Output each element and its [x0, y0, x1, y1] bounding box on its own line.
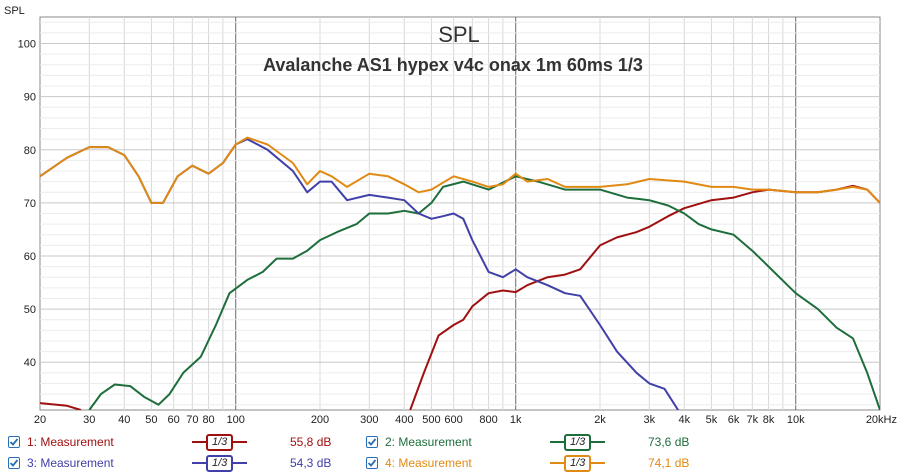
y-axis-label: SPL	[4, 5, 25, 17]
x-tick-label: 400	[395, 414, 413, 426]
x-tick-label: 8k	[763, 414, 775, 426]
x-tick-label: 600	[444, 414, 462, 426]
smoothing-label: 1/3	[564, 433, 592, 451]
legend-checkbox[interactable]	[366, 457, 378, 469]
chart-axes: 40 50 60 70 80 90 100 20 30 40 50 60 70 80 100 200 300 40…	[18, 39, 897, 426]
series-line-3	[88, 175, 880, 410]
legend-label[interactable]: 3: Measurement	[27, 456, 114, 470]
legend-label[interactable]: 4: Measurement	[385, 456, 472, 470]
x-tick-label: 20kHz	[866, 414, 897, 426]
series-line-1	[40, 402, 82, 410]
legend-value: 54,3 dB	[290, 456, 332, 470]
legend-checkbox[interactable]	[8, 436, 20, 448]
x-tick-label: 80	[202, 414, 214, 426]
chart-grid	[39, 16, 881, 411]
x-tick-label: 5k	[706, 414, 718, 426]
legend-label[interactable]: 2: Measurement	[385, 435, 472, 449]
legend-checkbox[interactable]	[8, 457, 20, 469]
x-tick-label: 10k	[787, 414, 805, 426]
x-tick-label: 70	[186, 414, 198, 426]
x-tick-label: 1k	[510, 414, 522, 426]
x-tick-label: 500	[422, 414, 440, 426]
x-tick-label: 200	[311, 414, 329, 426]
chart-subtitle: Avalanche AS1 hypex v4c onax 1m 60ms 1/3	[263, 55, 643, 75]
x-tick-label: 2k	[594, 414, 606, 426]
y-tick-label: 60	[24, 251, 36, 263]
checkmark-icon	[366, 457, 378, 469]
chart-title: SPL	[438, 22, 480, 47]
x-tick-label: 100	[227, 414, 245, 426]
series-line-5	[40, 136, 880, 204]
legend-value: 73,6 dB	[648, 435, 690, 449]
smoothing-control[interactable]: 1/3	[192, 454, 248, 472]
x-tick-label: 6k	[728, 414, 740, 426]
x-tick-label: 40	[118, 414, 130, 426]
y-tick-label: 50	[24, 304, 36, 316]
x-tick-label: 7k	[747, 414, 759, 426]
y-tick-label: 80	[24, 145, 36, 157]
checkmark-icon	[8, 457, 20, 469]
x-tick-label: 50	[145, 414, 157, 426]
x-tick-label: 30	[83, 414, 95, 426]
y-tick-label: 70	[24, 198, 36, 210]
checkmark-icon	[366, 436, 378, 448]
x-tick-label: 800	[479, 414, 497, 426]
x-tick-label: 3k	[643, 414, 655, 426]
y-tick-label: 90	[24, 92, 36, 104]
smoothing-label: 1/3	[206, 433, 234, 451]
chart-curves	[40, 136, 880, 410]
smoothing-control[interactable]: 1/3	[192, 433, 248, 451]
x-tick-label: 60	[167, 414, 179, 426]
x-tick-label: 20	[34, 414, 46, 426]
spl-chart: 40 50 60 70 80 90 100 20 30 40 50 60 70 80 100 200 300 40…	[4, 5, 897, 426]
legend-value: 74,1 dB	[648, 456, 690, 470]
y-tick-label: 100	[18, 39, 36, 51]
y-tick-label: 40	[24, 357, 36, 369]
legend-value: 55,8 dB	[290, 435, 332, 449]
x-tick-label: 4k	[678, 414, 690, 426]
legend-checkbox[interactable]	[366, 436, 378, 448]
smoothing-control[interactable]: 1/3	[550, 433, 606, 451]
smoothing-label: 1/3	[564, 454, 592, 472]
smoothing-control[interactable]: 1/3	[550, 454, 606, 472]
checkmark-icon	[8, 436, 20, 448]
legend-label[interactable]: 1: Measurement	[27, 435, 114, 449]
smoothing-label: 1/3	[206, 454, 234, 472]
x-tick-label: 300	[360, 414, 378, 426]
